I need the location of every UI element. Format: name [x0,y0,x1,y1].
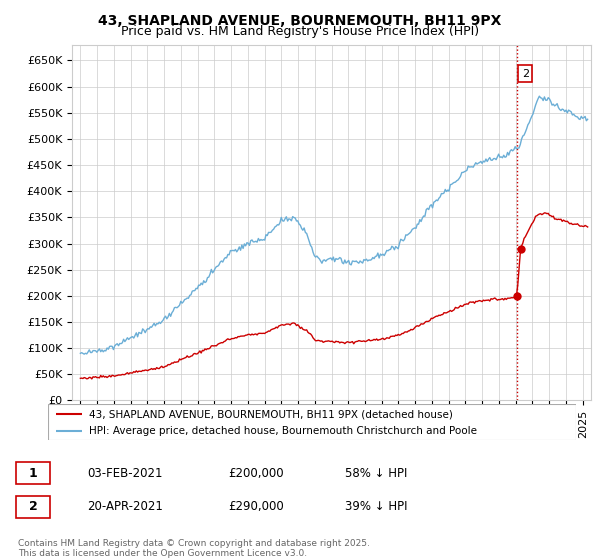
Text: 43, SHAPLAND AVENUE, BOURNEMOUTH, BH11 9PX: 43, SHAPLAND AVENUE, BOURNEMOUTH, BH11 9… [98,14,502,28]
Text: 58% ↓ HPI: 58% ↓ HPI [345,466,407,480]
Text: £290,000: £290,000 [228,500,284,514]
Text: Price paid vs. HM Land Registry's House Price Index (HPI): Price paid vs. HM Land Registry's House … [121,25,479,38]
Text: 20-APR-2021: 20-APR-2021 [87,500,163,514]
Text: 1: 1 [29,466,37,480]
Text: £200,000: £200,000 [228,466,284,480]
Text: 03-FEB-2021: 03-FEB-2021 [87,466,163,480]
Text: HPI: Average price, detached house, Bournemouth Christchurch and Poole: HPI: Average price, detached house, Bour… [89,426,477,436]
Text: Contains HM Land Registry data © Crown copyright and database right 2025.
This d: Contains HM Land Registry data © Crown c… [18,539,370,558]
Text: 2: 2 [522,68,529,78]
Text: 2: 2 [29,500,37,514]
Text: 39% ↓ HPI: 39% ↓ HPI [345,500,407,514]
Text: 43, SHAPLAND AVENUE, BOURNEMOUTH, BH11 9PX (detached house): 43, SHAPLAND AVENUE, BOURNEMOUTH, BH11 9… [89,409,453,419]
